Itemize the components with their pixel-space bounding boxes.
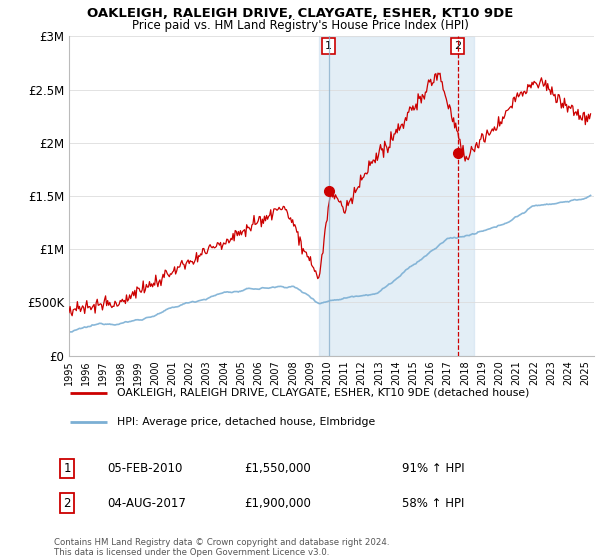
Text: 04-AUG-2017: 04-AUG-2017: [107, 497, 185, 510]
Text: 1: 1: [64, 462, 71, 475]
Text: 58% ↑ HPI: 58% ↑ HPI: [403, 497, 465, 510]
Text: Contains HM Land Registry data © Crown copyright and database right 2024.
This d: Contains HM Land Registry data © Crown c…: [54, 538, 389, 557]
Text: 91% ↑ HPI: 91% ↑ HPI: [403, 462, 465, 475]
Text: OAKLEIGH, RALEIGH DRIVE, CLAYGATE, ESHER, KT10 9DE (detached house): OAKLEIGH, RALEIGH DRIVE, CLAYGATE, ESHER…: [118, 388, 530, 398]
Text: 2: 2: [454, 41, 461, 51]
Text: HPI: Average price, detached house, Elmbridge: HPI: Average price, detached house, Elmb…: [118, 417, 376, 427]
Text: 05-FEB-2010: 05-FEB-2010: [107, 462, 182, 475]
Text: 2: 2: [64, 497, 71, 510]
Text: Price paid vs. HM Land Registry's House Price Index (HPI): Price paid vs. HM Land Registry's House …: [131, 19, 469, 32]
Text: £1,550,000: £1,550,000: [244, 462, 311, 475]
Text: OAKLEIGH, RALEIGH DRIVE, CLAYGATE, ESHER, KT10 9DE: OAKLEIGH, RALEIGH DRIVE, CLAYGATE, ESHER…: [87, 7, 513, 20]
Text: 1: 1: [325, 41, 332, 51]
Bar: [319, 36, 473, 356]
Text: £1,900,000: £1,900,000: [244, 497, 311, 510]
